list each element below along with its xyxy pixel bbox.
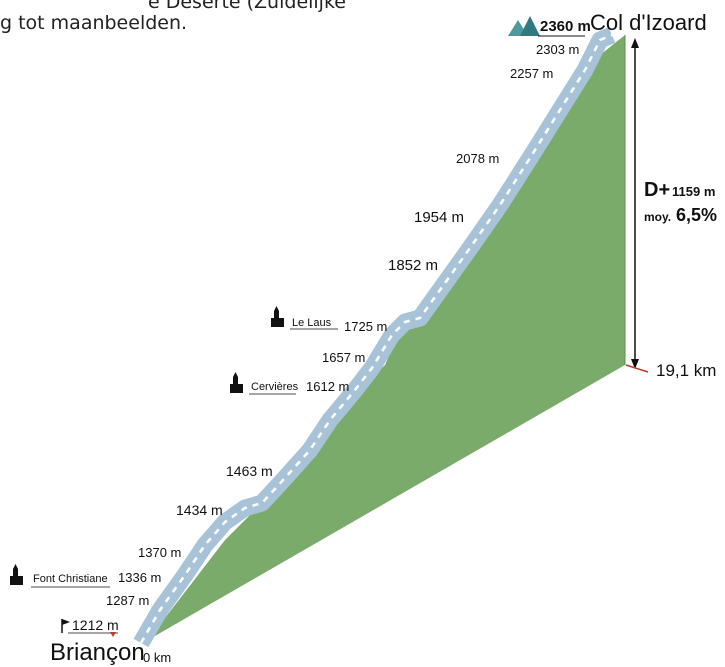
altitude-label: 1370 m: [138, 545, 181, 560]
start-marker: [110, 632, 116, 637]
avg-label: moy.: [644, 210, 671, 224]
church-icon: [10, 564, 23, 585]
start-elevation: 1212 m: [72, 617, 119, 633]
header-text-line2: g tot maanbeelden.: [0, 12, 188, 34]
altitude-label: 1852 m: [388, 257, 438, 274]
dplus-value: 1159 m: [672, 184, 715, 199]
altitude-label: 1287 m: [106, 593, 149, 608]
avg-value: 6,5%: [676, 205, 717, 225]
altitude-label: 1463 m: [226, 463, 273, 479]
village-label-le-laus: Le Laus: [292, 317, 332, 329]
start-km: 0 km: [143, 650, 171, 665]
mountain-icon: [508, 16, 540, 36]
village-label-cervieres: Cervières: [251, 381, 299, 393]
road-dashes: [139, 33, 613, 644]
altitude-label: 1434 m: [176, 502, 223, 518]
header-text-line1: e Déserte (Zuidelijke: [148, 0, 346, 13]
altitude-label: 1954 m: [414, 209, 464, 226]
dplus-arrow: [631, 38, 639, 369]
distance-label: 19,1 km: [656, 361, 716, 380]
flag-icon: [61, 619, 70, 633]
altitude-label: 1336 m: [118, 570, 161, 585]
start-name: Briançon: [50, 639, 145, 666]
summit-name: Col d'Izoard: [590, 10, 707, 35]
village-label-font-christiane: Font Christiane: [33, 573, 108, 585]
altitude-label: 2257 m: [510, 66, 553, 81]
dplus-label: D+: [644, 179, 670, 201]
church-icon: [230, 372, 243, 393]
altitude-label: 1725 m: [344, 319, 387, 334]
altitude-label: 1657 m: [322, 350, 365, 365]
summit-elevation: 2360 m: [540, 18, 591, 35]
distance-tick: [625, 364, 649, 373]
church-icon: [271, 306, 284, 327]
altitude-label: 1612 m: [306, 379, 349, 394]
altitude-label: 2078 m: [456, 151, 499, 166]
altitude-label: 2303 m: [536, 42, 579, 57]
